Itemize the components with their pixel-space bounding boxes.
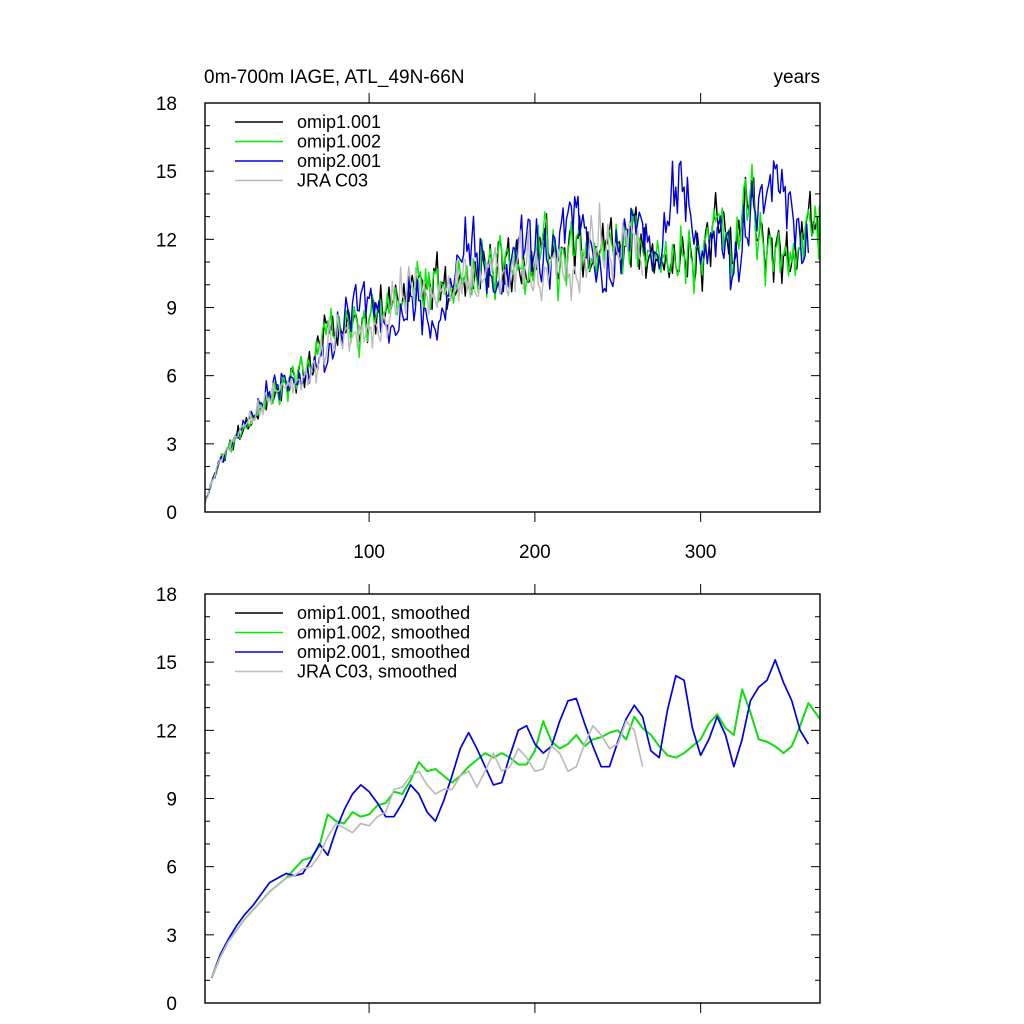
y-tick-label: 12: [156, 721, 177, 742]
y-tick-label: 12: [156, 230, 177, 251]
units-label: years: [774, 67, 820, 88]
series-line-1: [204, 163, 821, 504]
legend-label-1: omip1.002, smoothed: [297, 623, 470, 643]
y-tick-label: 9: [166, 790, 177, 811]
y-tick-label: 15: [156, 653, 177, 674]
y-tick-label: 9: [166, 299, 177, 320]
series-line-0: [204, 176, 821, 504]
x-tick-label: 100: [353, 542, 385, 563]
chart-top: 0m-700m IAGE, ATL_49N-66N years 0 3 6 9 12 15…: [156, 67, 821, 563]
legend-label-1: omip1.002: [297, 132, 381, 152]
series-line-2: [210, 659, 810, 979]
chart-title: 0m-700m IAGE, ATL_49N-66N: [204, 67, 464, 88]
legend-label-2: omip2.001: [297, 151, 381, 171]
chart-bottom: 0 3 6 9 12 15 18 omip1.001, smoothedomip1.002,…: [156, 584, 821, 1015]
series-line-2: [204, 160, 810, 504]
y-tick-label: 3: [166, 926, 177, 947]
series-line-3: [210, 720, 644, 979]
series-layer: [210, 659, 821, 979]
legend-label-3: JRA C03: [297, 171, 368, 191]
x-tick-label: 200: [519, 542, 551, 563]
series-line-3: [204, 202, 644, 504]
y-tick-label: 6: [166, 367, 177, 388]
y-tick-label: 6: [166, 858, 177, 879]
y-tick-label: 18: [156, 585, 177, 606]
axes: 0 3 6 9 12 15 18 100 200 300: [156, 93, 821, 563]
y-tick-label: 0: [166, 503, 177, 524]
y-tick-label: 15: [156, 162, 177, 183]
series-line-1: [210, 688, 821, 979]
series-layer: [204, 160, 821, 504]
x-tick-label: 300: [685, 542, 717, 563]
series-line-0: [210, 688, 821, 979]
legend-label-2: omip2.001, smoothed: [297, 642, 470, 662]
legend-label-3: JRA C03, smoothed: [297, 662, 457, 682]
legend-label-0: omip1.001: [297, 112, 381, 132]
axes: 0 3 6 9 12 15 18: [156, 584, 821, 1015]
legend-label-0: omip1.001, smoothed: [297, 603, 470, 623]
y-tick-label: 3: [166, 435, 177, 456]
y-tick-label: 18: [156, 94, 177, 115]
y-tick-label: 0: [166, 994, 177, 1015]
